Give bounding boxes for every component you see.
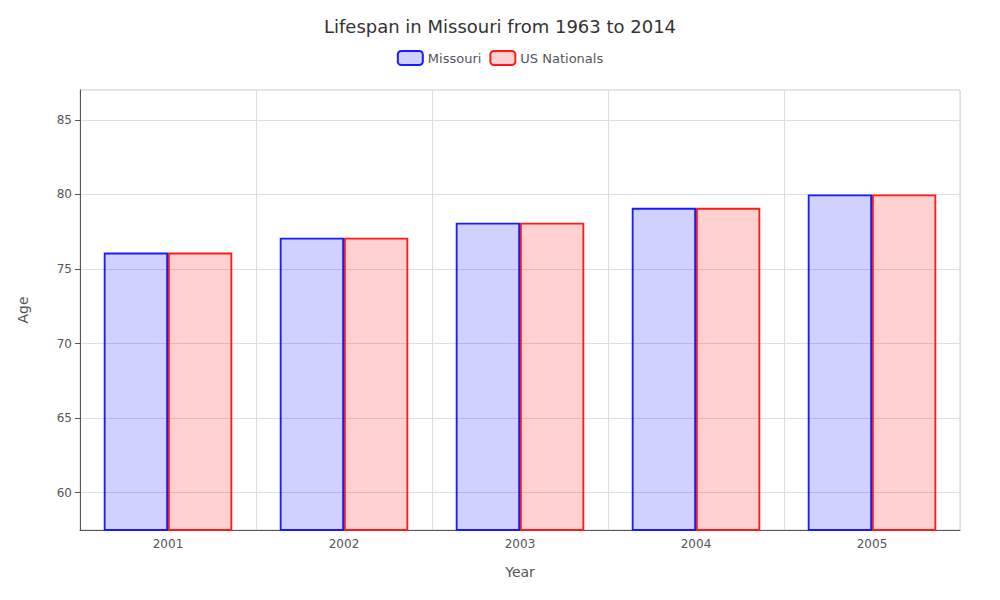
svg-text:Year: Year [504, 564, 535, 580]
svg-text:65: 65 [57, 411, 72, 425]
svg-text:2005: 2005 [857, 537, 888, 551]
svg-text:2001: 2001 [153, 537, 184, 551]
svg-text:Age: Age [15, 296, 31, 323]
svg-text:85: 85 [57, 113, 72, 127]
svg-text:Missouri: Missouri [428, 51, 482, 66]
svg-text:2002: 2002 [329, 537, 360, 551]
svg-text:80: 80 [57, 187, 72, 201]
svg-text:Lifespan in Missouri from 1963: Lifespan in Missouri from 1963 to 2014 [324, 16, 676, 37]
svg-text:70: 70 [57, 337, 72, 351]
svg-text:75: 75 [57, 262, 72, 276]
svg-text:2003: 2003 [505, 537, 536, 551]
svg-text:60: 60 [57, 486, 72, 500]
svg-text:US Nationals: US Nationals [520, 51, 603, 66]
svg-text:2004: 2004 [681, 537, 712, 551]
